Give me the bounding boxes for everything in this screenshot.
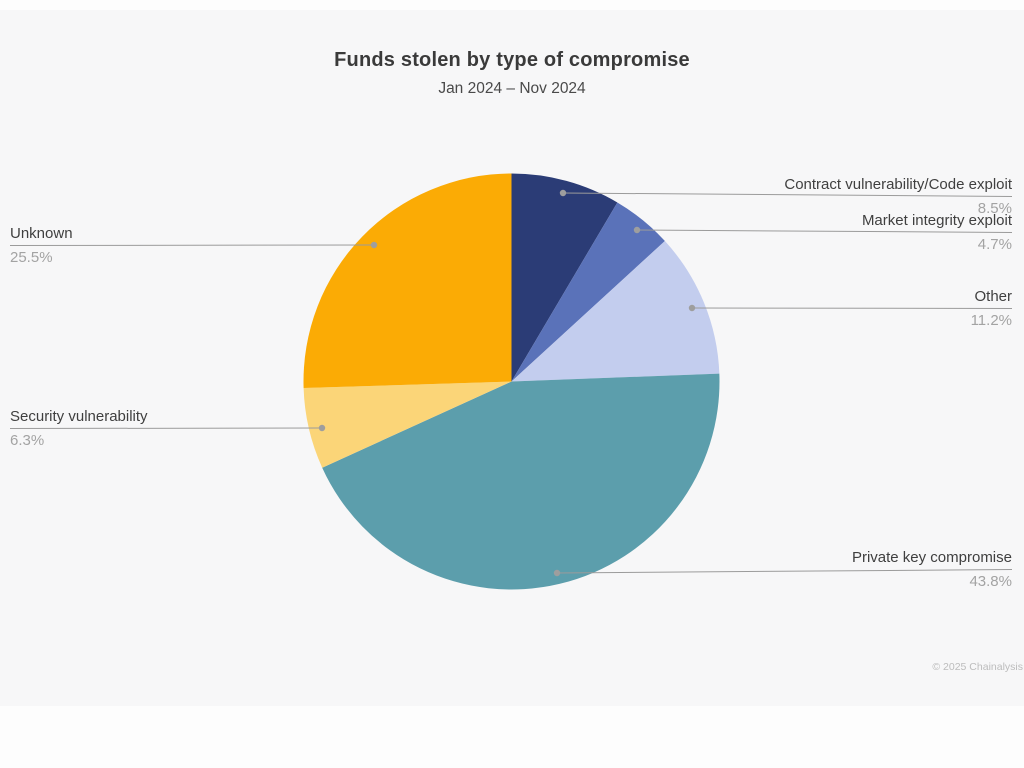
slice-percent: 8.5% [977,200,1012,217]
leader-dot [370,241,378,249]
chart-title: Funds stolen by type of compromise [334,49,690,71]
pie-slice-private-key-compromise [322,373,720,590]
leader-dot [318,424,326,432]
leader-dot [633,226,641,234]
slice-percent: 4.7% [977,236,1012,253]
pie-slice-unknown [303,173,512,389]
slice-label: Market integrity exploit [861,212,1012,229]
leader-line [636,229,1013,233]
leader-dot [688,304,696,312]
slice-label: Contract vulnerability/Code exploit [784,176,1012,193]
slice-label: Private key compromise [851,549,1012,566]
leader-line [691,307,1013,309]
slice-percent: 25.5% [10,249,53,266]
slice-label: Security vulnerability [10,408,148,425]
callout-other: Other 11.2% [971,287,1012,331]
callout-unknown: Unknown 25.5% [10,224,73,268]
leader-line [9,244,375,246]
callout-contract-vulnerability: Contract vulnerability/Code exploit 8.5% [784,175,1012,219]
callout-private-key: Private key compromise 43.8% [852,548,1012,592]
slice-percent: 6.3% [10,432,45,449]
slice-label: Unknown [10,225,73,242]
leader-line [562,192,1013,197]
copyright-credit: © 2025 Chainalysis [932,661,1023,673]
callout-security-vulnerability: Security vulnerability 6.3% [10,407,148,451]
pie-slice-other [511,241,720,382]
pie-slice-security-vulnerability [303,381,512,468]
pie-slice-market-integrity-exploit [511,202,665,382]
leader-dot [553,569,561,577]
leader-line [9,427,323,429]
callout-market-integrity: Market integrity exploit 4.7% [862,211,1012,255]
slice-label: Other [974,288,1012,305]
leader-line [556,569,1013,574]
chart-subtitle: Jan 2024 – Nov 2024 [438,80,586,97]
pie-slice-contract-vulnerability-code-exploit [511,173,618,382]
leader-dot [559,189,567,197]
slice-percent: 11.2% [970,312,1012,329]
slice-percent: 43.8% [969,573,1012,590]
